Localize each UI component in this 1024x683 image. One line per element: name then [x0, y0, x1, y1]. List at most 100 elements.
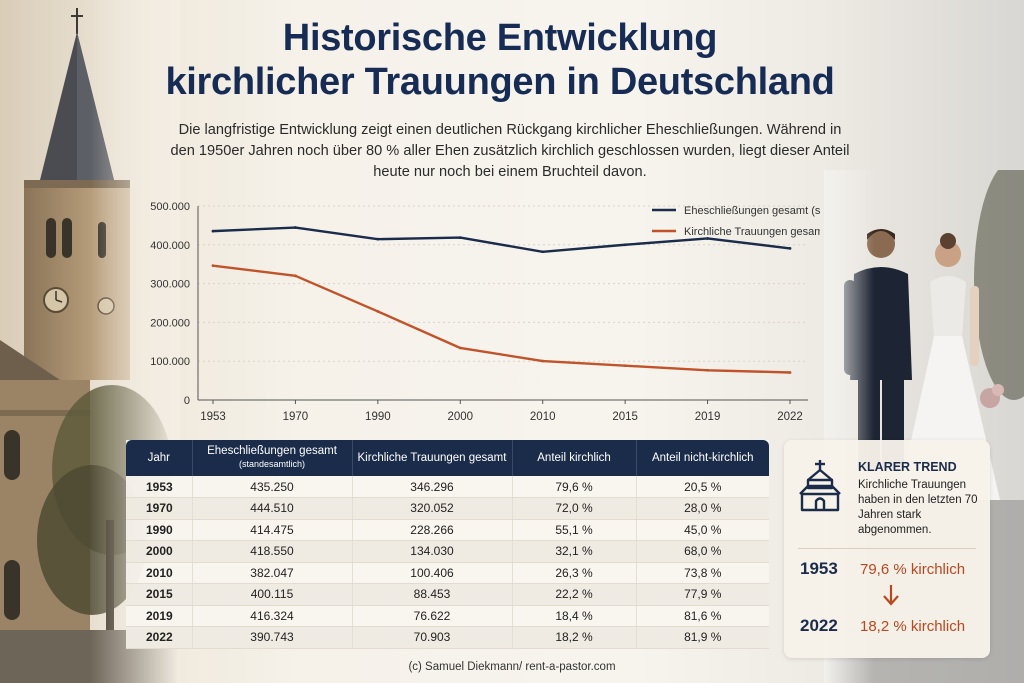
y-tick-label: 400.000 — [150, 240, 190, 252]
chart-legend: Eheschließungen gesamt (standesamtlich) K… — [652, 205, 820, 238]
cell-year: 1970 — [126, 497, 193, 520]
x-tick-label: 2015 — [612, 411, 638, 423]
cell-year: 2015 — [126, 583, 193, 606]
cell-year: 1990 — [126, 519, 193, 541]
cell-share-church: 72,0 % — [512, 497, 637, 520]
cell-share-non-church: 81,6 % — [636, 605, 769, 627]
y-tick-label: 300.000 — [150, 279, 190, 291]
cell-share-non-church: 20,5 % — [636, 476, 769, 498]
cell-share-non-church: 68,0 % — [636, 540, 769, 563]
x-tick-label: 2022 — [777, 411, 803, 423]
data-point — [294, 274, 297, 278]
data-point — [706, 237, 709, 240]
data-point — [788, 246, 792, 250]
title-line-2: kirchlicher Trauungen in Deutschland — [165, 61, 835, 103]
cell-total: 390.743 — [192, 626, 353, 649]
data-table: Jahr Eheschließungen gesamt (standesamtl… — [126, 440, 769, 649]
table-header-row: Jahr Eheschließungen gesamt (standesamtl… — [126, 440, 769, 476]
y-tick-label: 0 — [184, 395, 190, 407]
cell-year: 2000 — [126, 540, 193, 563]
trend-from-year: 1953 — [800, 559, 838, 578]
column-header-year: Jahr — [126, 440, 193, 476]
trend-heading: KLARER TREND — [858, 460, 957, 474]
x-tick-label: 2019 — [695, 411, 721, 423]
column-header-total: Eheschließungen gesamt (standesamtlich) — [192, 440, 353, 476]
cell-total: 416.324 — [192, 605, 353, 627]
cell-year: 1953 — [126, 476, 193, 498]
trend-card: KLARER TREND Kirchliche Trauungen haben … — [784, 440, 990, 658]
arrow-down-icon — [883, 585, 899, 606]
cell-total: 418.550 — [192, 540, 353, 563]
table-row: 2000 418.550 134.030 32,1 % 68,0 % — [126, 540, 769, 563]
table-body: 1953 435.250 346.296 79,6 % 20,5 % 1970 444.51… — [126, 476, 769, 649]
church-icon — [799, 460, 841, 512]
data-point — [376, 237, 380, 241]
data-point — [623, 364, 627, 368]
data-point — [541, 359, 545, 363]
column-header-share-non-church: Anteil nicht-kirchlich — [636, 440, 769, 476]
title-line-1: Historische Entwicklung — [282, 17, 718, 59]
table-row: 1990 414.475 228.266 55,1 % 45,0 % — [126, 519, 769, 541]
cell-church: 88.453 — [352, 583, 513, 606]
cell-share-church: 18,4 % — [512, 605, 637, 627]
cell-year: 2022 — [126, 626, 193, 649]
table-row: 2022 390.743 70.903 18,2 % 81,9 % — [126, 626, 769, 649]
line-chart: 500.000 400.000 300.000 200.000 100.000 0 1953… — [150, 201, 820, 423]
cell-church: 346.296 — [352, 476, 513, 498]
x-tick-label: 1990 — [365, 411, 391, 423]
page-subtitle: Die langfristige Entwicklung zeigt einen… — [170, 122, 850, 180]
cell-share-church: 32,1 % — [512, 540, 637, 563]
column-header-church: Kirchliche Trauungen gesamt — [352, 440, 513, 476]
cell-share-non-church: 81,9 % — [636, 626, 769, 649]
x-tick-label: 1970 — [283, 411, 309, 423]
x-tick-label: 2000 — [447, 411, 473, 423]
x-tick-label: 2010 — [530, 411, 556, 423]
cell-church: 100.406 — [352, 562, 513, 584]
series-line-1 — [212, 264, 791, 374]
cell-church: 134.030 — [352, 540, 513, 563]
cell-church: 228.266 — [352, 519, 513, 541]
cell-church: 320.052 — [352, 497, 513, 520]
data-point — [706, 368, 709, 372]
trend-from-value: 79,6 % kirchlich — [860, 561, 966, 578]
data-point — [541, 250, 545, 254]
cell-total: 414.475 — [192, 519, 353, 541]
table-row: 2019 416.324 76.622 18,4 % 81,6 % — [126, 605, 769, 627]
cell-total: 444.510 — [192, 497, 353, 520]
x-tick-label: 1953 — [200, 411, 226, 423]
y-tick-label: 200.000 — [150, 317, 190, 329]
trend-divider — [798, 548, 976, 549]
cell-share-non-church: 45,0 % — [636, 519, 769, 541]
cell-total: 435.250 — [192, 476, 353, 498]
column-header-total-note: (standesamtlich) — [238, 459, 306, 469]
cell-year: 2019 — [126, 605, 193, 627]
column-header-total-label: Eheschließungen gesamt — [207, 445, 337, 457]
trend-text: Kirchliche Trauungen haben in den letzte… — [858, 479, 978, 536]
data-point — [623, 243, 627, 247]
cell-share-church: 55,1 % — [512, 519, 637, 541]
data-point — [788, 371, 792, 374]
cell-church: 70.903 — [352, 626, 513, 649]
cell-share-church: 79,6 % — [512, 476, 637, 498]
copyright-footer: (c) Samuel Diekmann/ rent-a-pastor.com — [408, 661, 616, 673]
cell-share-church: 18,2 % — [512, 626, 637, 649]
table-row: 2010 382.047 100.406 26,3 % 73,8 % — [126, 562, 769, 584]
table-row: 2015 400.115 88.453 22,2 % 77,9 % — [126, 583, 769, 606]
chart-series — [211, 226, 792, 374]
data-point — [211, 264, 215, 268]
y-tick-label: 500.000 — [150, 201, 190, 213]
cell-church: 76.622 — [352, 605, 513, 627]
data-point — [211, 229, 215, 233]
cell-total: 400.115 — [192, 583, 353, 606]
data-point — [458, 236, 462, 240]
cell-share-non-church: 77,9 % — [636, 583, 769, 606]
data-point — [294, 226, 297, 229]
table-row: 1953 435.250 346.296 79,6 % 20,5 % — [126, 476, 769, 498]
data-point — [458, 346, 462, 350]
cell-total: 382.047 — [192, 562, 353, 584]
chart-axes: 500.000 400.000 300.000 200.000 100.000 0 1953… — [150, 201, 808, 423]
cell-share-non-church: 28,0 % — [636, 497, 769, 520]
cell-share-non-church: 73,8 % — [636, 562, 769, 584]
legend-label: Kirchliche Trauungen gesamt — [684, 226, 820, 238]
table-row: 1970 444.510 320.052 72,0 % 28,0 % — [126, 497, 769, 520]
